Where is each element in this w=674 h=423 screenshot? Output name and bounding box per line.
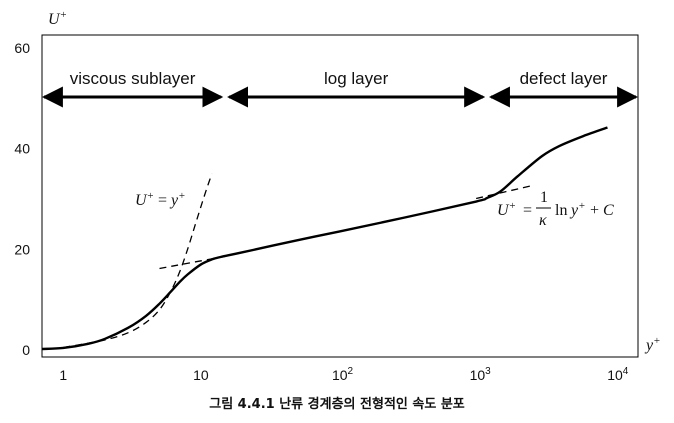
svg-text:+: + <box>590 202 599 219</box>
svg-text:ln: ln <box>555 202 567 219</box>
region-label: defect layer <box>520 69 608 88</box>
log-law-formula: U+ = 1 κ ln y+ + C <box>497 189 614 229</box>
svg-text:C: C <box>603 202 614 219</box>
layer-regions: viscous sublayer log layer defect layer <box>41 69 639 108</box>
y-axis-label: U+ <box>48 9 67 28</box>
log-law-dashed-segment-high <box>476 185 532 200</box>
region-label: viscous sublayer <box>70 69 196 88</box>
y-tick-label: 20 <box>14 241 30 257</box>
velocity-profile-curve <box>41 126 608 351</box>
svg-text:=: = <box>523 202 532 219</box>
log-law-dashed-segment-low <box>159 255 226 270</box>
y-tick-label: 60 <box>14 40 30 56</box>
svg-text:U+: U+ <box>497 200 516 219</box>
x-axis-label: y+ <box>644 335 661 354</box>
svg-text:1: 1 <box>540 189 548 206</box>
x-tick-label: 10 <box>193 367 209 383</box>
y-tick-label: 40 <box>14 141 30 157</box>
y-tick-labels: 0 20 40 60 <box>14 40 30 358</box>
x-tick-label: 104 <box>607 366 629 383</box>
figure-caption: 그림 4.4.1 난류 경계층의 전형적인 속도 분포 <box>209 396 465 412</box>
x-tick-label: 103 <box>470 366 492 383</box>
linear-law-dashed-curve <box>63 173 213 349</box>
y-tick-label: 0 <box>22 342 30 358</box>
x-tick-labels: 1 10 102 103 104 <box>59 366 628 383</box>
x-tick-label: 1 <box>59 367 67 383</box>
region-label: log layer <box>324 69 389 88</box>
svg-text:y+: y+ <box>569 200 586 219</box>
x-tick-label: 102 <box>332 366 354 383</box>
linear-law-formula: U+ = y+ <box>135 190 186 209</box>
svg-text:κ: κ <box>539 212 547 229</box>
plot-frame <box>41 34 639 358</box>
series-group <box>41 126 608 351</box>
